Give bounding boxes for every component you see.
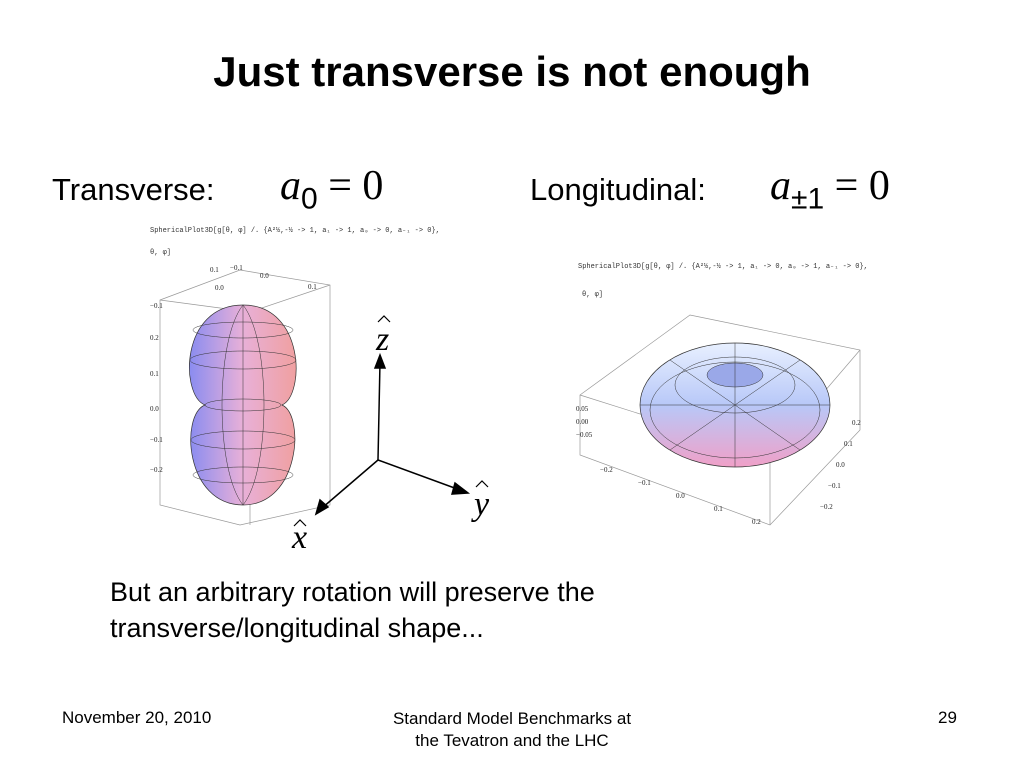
- code-line: SphericalPlot3D[g[θ, φ] /. {A²½,-½ -> 1,…: [578, 262, 868, 271]
- mesh: [189, 304, 297, 506]
- formula-subscript: ±1: [791, 182, 825, 216]
- body-line: But an arbitrary rotation will preserve …: [110, 577, 595, 607]
- tick-label: 0.1: [150, 370, 159, 378]
- formula-rest: = 0: [834, 163, 890, 209]
- tick-label: −0.2: [820, 503, 833, 511]
- axes-arrows: [314, 352, 471, 516]
- code-line: θ, φ]: [150, 249, 171, 257]
- tick-label: 0.2: [752, 518, 761, 526]
- tick-label: 0.00: [576, 418, 589, 426]
- axis-label: x: [291, 519, 307, 556]
- tick-label: 0.0: [215, 284, 224, 292]
- tick-label: 0.2: [150, 334, 159, 342]
- tick-label: 0.0: [150, 405, 159, 413]
- tick-label: −0.05: [576, 431, 593, 439]
- tick-label: −0.1: [150, 436, 163, 444]
- tick-label: 0.1: [844, 440, 853, 448]
- tick-label: 0.0: [260, 272, 269, 280]
- mesh: [640, 343, 830, 467]
- tick-label: −0.1: [230, 264, 243, 272]
- formula: a0 = 0: [280, 162, 383, 216]
- code-line: SphericalPlot3D[g[θ, φ] /. {A²½,-½ -> 1,…: [150, 226, 440, 235]
- tick-label: 0.1: [308, 283, 317, 291]
- formula-rest: = 0: [328, 163, 384, 209]
- tick-label: −0.2: [150, 466, 163, 474]
- formula-subscript: 0: [301, 182, 318, 216]
- tick-label: 0.1: [714, 505, 723, 513]
- tick-label: 0.1: [210, 266, 219, 274]
- tick-label: 0.2: [852, 419, 861, 427]
- footer-center: Standard Model Benchmarks at the Tevatron…: [332, 708, 692, 752]
- footer-page: 29: [938, 708, 957, 727]
- formula-symbol: a: [280, 163, 301, 209]
- title: Just transverse is not enough: [213, 48, 811, 95]
- tick-label: 0.05: [576, 405, 589, 413]
- footer-line: Standard Model Benchmarks at: [392, 709, 632, 728]
- tick-label: −0.1: [638, 479, 651, 487]
- axis-label: y: [471, 486, 490, 523]
- formula-symbol: a: [770, 163, 791, 209]
- body-text: But an arbitrary rotation will preserve …: [110, 574, 595, 646]
- tick-label: 0.0: [836, 461, 845, 469]
- tick-label: 0.0: [676, 492, 685, 500]
- label: Longitudinal:: [530, 172, 706, 207]
- hats: [293, 315, 489, 527]
- axis-label: z: [375, 321, 389, 358]
- body-line: transverse/longitudinal shape...: [110, 613, 484, 643]
- formula: a±1 = 0: [770, 162, 890, 216]
- label: Transverse:: [52, 172, 215, 207]
- footer-date: November 20, 2010: [62, 708, 212, 727]
- tick-label: −0.2: [600, 466, 613, 474]
- tick-label: −0.1: [150, 302, 163, 310]
- code-line: θ, φ]: [582, 291, 603, 299]
- tick-label: −0.1: [828, 482, 841, 490]
- footer-line: the Tevatron and the LHC: [415, 731, 609, 750]
